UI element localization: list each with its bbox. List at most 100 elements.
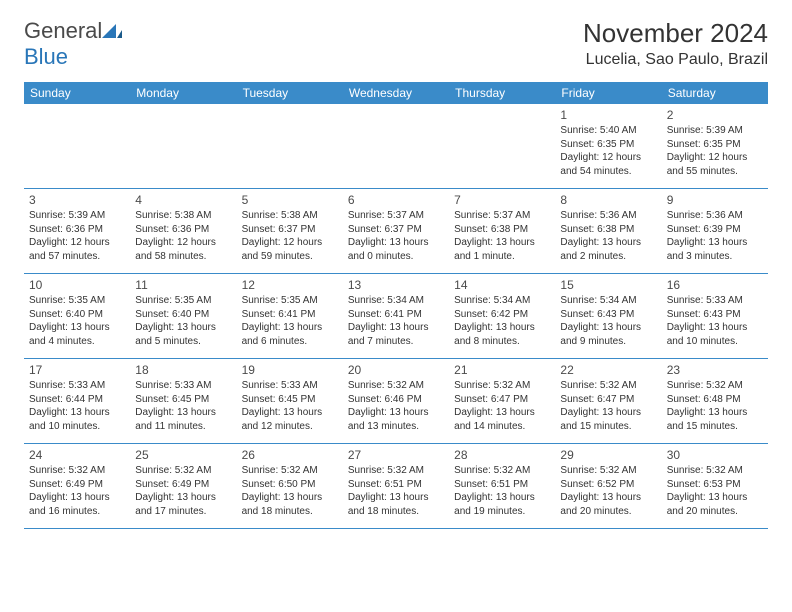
day-cell: 1Sunrise: 5:40 AMSunset: 6:35 PMDaylight… [555, 104, 661, 188]
sunset-line: Sunset: 6:49 PM [29, 478, 125, 492]
sunrise-line: Sunrise: 5:32 AM [135, 464, 231, 478]
weekday-label: Thursday [449, 82, 555, 104]
daylight-line: Daylight: 12 hours and 54 minutes. [560, 151, 656, 178]
daylight-line: Daylight: 12 hours and 59 minutes. [242, 236, 338, 263]
day-cell: 18Sunrise: 5:33 AMSunset: 6:45 PMDayligh… [130, 359, 236, 443]
day-number: 3 [29, 192, 125, 208]
sunset-line: Sunset: 6:40 PM [135, 308, 231, 322]
daylight-line: Daylight: 12 hours and 58 minutes. [135, 236, 231, 263]
day-cell: 25Sunrise: 5:32 AMSunset: 6:49 PMDayligh… [130, 444, 236, 528]
sunset-line: Sunset: 6:35 PM [560, 138, 656, 152]
weekday-label: Tuesday [237, 82, 343, 104]
sunset-line: Sunset: 6:36 PM [135, 223, 231, 237]
daylight-line: Daylight: 13 hours and 15 minutes. [667, 406, 763, 433]
sunset-line: Sunset: 6:41 PM [242, 308, 338, 322]
sunrise-line: Sunrise: 5:38 AM [242, 209, 338, 223]
logo-text: GeneralBlue [24, 18, 122, 70]
week-row: 24Sunrise: 5:32 AMSunset: 6:49 PMDayligh… [24, 444, 768, 529]
sunrise-line: Sunrise: 5:33 AM [135, 379, 231, 393]
sunset-line: Sunset: 6:43 PM [667, 308, 763, 322]
day-number: 26 [242, 447, 338, 463]
day-cell: 24Sunrise: 5:32 AMSunset: 6:49 PMDayligh… [24, 444, 130, 528]
daylight-line: Daylight: 13 hours and 9 minutes. [560, 321, 656, 348]
day-cell [343, 104, 449, 188]
sunset-line: Sunset: 6:46 PM [348, 393, 444, 407]
day-number: 18 [135, 362, 231, 378]
day-cell: 13Sunrise: 5:34 AMSunset: 6:41 PMDayligh… [343, 274, 449, 358]
sunset-line: Sunset: 6:47 PM [560, 393, 656, 407]
weekday-label: Wednesday [343, 82, 449, 104]
weekday-label: Monday [130, 82, 236, 104]
sunset-line: Sunset: 6:48 PM [667, 393, 763, 407]
sunrise-line: Sunrise: 5:34 AM [348, 294, 444, 308]
daylight-line: Daylight: 13 hours and 1 minute. [454, 236, 550, 263]
day-number: 6 [348, 192, 444, 208]
sunset-line: Sunset: 6:38 PM [454, 223, 550, 237]
header: GeneralBlue November 2024 Lucelia, Sao P… [24, 18, 768, 70]
location: Lucelia, Sao Paulo, Brazil [583, 51, 768, 69]
day-cell: 15Sunrise: 5:34 AMSunset: 6:43 PMDayligh… [555, 274, 661, 358]
day-number: 15 [560, 277, 656, 293]
day-cell: 11Sunrise: 5:35 AMSunset: 6:40 PMDayligh… [130, 274, 236, 358]
sunrise-line: Sunrise: 5:32 AM [348, 464, 444, 478]
day-cell: 17Sunrise: 5:33 AMSunset: 6:44 PMDayligh… [24, 359, 130, 443]
sunset-line: Sunset: 6:52 PM [560, 478, 656, 492]
sunset-line: Sunset: 6:49 PM [135, 478, 231, 492]
sunset-line: Sunset: 6:45 PM [242, 393, 338, 407]
day-cell: 12Sunrise: 5:35 AMSunset: 6:41 PMDayligh… [237, 274, 343, 358]
sunrise-line: Sunrise: 5:38 AM [135, 209, 231, 223]
weekday-label: Sunday [24, 82, 130, 104]
daylight-line: Daylight: 13 hours and 4 minutes. [29, 321, 125, 348]
daylight-line: Daylight: 13 hours and 18 minutes. [242, 491, 338, 518]
sunrise-line: Sunrise: 5:33 AM [29, 379, 125, 393]
day-cell: 28Sunrise: 5:32 AMSunset: 6:51 PMDayligh… [449, 444, 555, 528]
daylight-line: Daylight: 13 hours and 19 minutes. [454, 491, 550, 518]
daylight-line: Daylight: 13 hours and 7 minutes. [348, 321, 444, 348]
day-number: 27 [348, 447, 444, 463]
daylight-line: Daylight: 13 hours and 11 minutes. [135, 406, 231, 433]
sunset-line: Sunset: 6:50 PM [242, 478, 338, 492]
day-number: 1 [560, 107, 656, 123]
daylight-line: Daylight: 13 hours and 13 minutes. [348, 406, 444, 433]
day-cell: 14Sunrise: 5:34 AMSunset: 6:42 PMDayligh… [449, 274, 555, 358]
sunrise-line: Sunrise: 5:32 AM [454, 379, 550, 393]
day-cell: 20Sunrise: 5:32 AMSunset: 6:46 PMDayligh… [343, 359, 449, 443]
daylight-line: Daylight: 13 hours and 20 minutes. [667, 491, 763, 518]
sunrise-line: Sunrise: 5:34 AM [560, 294, 656, 308]
sunset-line: Sunset: 6:43 PM [560, 308, 656, 322]
sunset-line: Sunset: 6:36 PM [29, 223, 125, 237]
day-cell [237, 104, 343, 188]
title-block: November 2024 Lucelia, Sao Paulo, Brazil [583, 18, 768, 69]
day-cell: 9Sunrise: 5:36 AMSunset: 6:39 PMDaylight… [662, 189, 768, 273]
sunrise-line: Sunrise: 5:32 AM [29, 464, 125, 478]
day-number: 7 [454, 192, 550, 208]
weekday-header-row: SundayMondayTuesdayWednesdayThursdayFrid… [24, 82, 768, 104]
sunrise-line: Sunrise: 5:34 AM [454, 294, 550, 308]
day-number: 25 [135, 447, 231, 463]
daylight-line: Daylight: 13 hours and 3 minutes. [667, 236, 763, 263]
daylight-line: Daylight: 13 hours and 10 minutes. [667, 321, 763, 348]
sunrise-line: Sunrise: 5:32 AM [667, 379, 763, 393]
day-cell: 30Sunrise: 5:32 AMSunset: 6:53 PMDayligh… [662, 444, 768, 528]
sunrise-line: Sunrise: 5:39 AM [29, 209, 125, 223]
daylight-line: Daylight: 13 hours and 16 minutes. [29, 491, 125, 518]
month-title: November 2024 [583, 18, 768, 49]
week-row: 17Sunrise: 5:33 AMSunset: 6:44 PMDayligh… [24, 359, 768, 444]
daylight-line: Daylight: 13 hours and 17 minutes. [135, 491, 231, 518]
sunset-line: Sunset: 6:41 PM [348, 308, 444, 322]
daylight-line: Daylight: 13 hours and 10 minutes. [29, 406, 125, 433]
day-cell: 4Sunrise: 5:38 AMSunset: 6:36 PMDaylight… [130, 189, 236, 273]
weekday-label: Friday [555, 82, 661, 104]
day-number: 21 [454, 362, 550, 378]
day-cell: 22Sunrise: 5:32 AMSunset: 6:47 PMDayligh… [555, 359, 661, 443]
daylight-line: Daylight: 13 hours and 0 minutes. [348, 236, 444, 263]
sunrise-line: Sunrise: 5:36 AM [667, 209, 763, 223]
sunset-line: Sunset: 6:53 PM [667, 478, 763, 492]
week-row: 1Sunrise: 5:40 AMSunset: 6:35 PMDaylight… [24, 104, 768, 189]
sunrise-line: Sunrise: 5:35 AM [135, 294, 231, 308]
day-number: 9 [667, 192, 763, 208]
day-number: 29 [560, 447, 656, 463]
sunrise-line: Sunrise: 5:32 AM [667, 464, 763, 478]
day-number: 30 [667, 447, 763, 463]
day-cell: 2Sunrise: 5:39 AMSunset: 6:35 PMDaylight… [662, 104, 768, 188]
